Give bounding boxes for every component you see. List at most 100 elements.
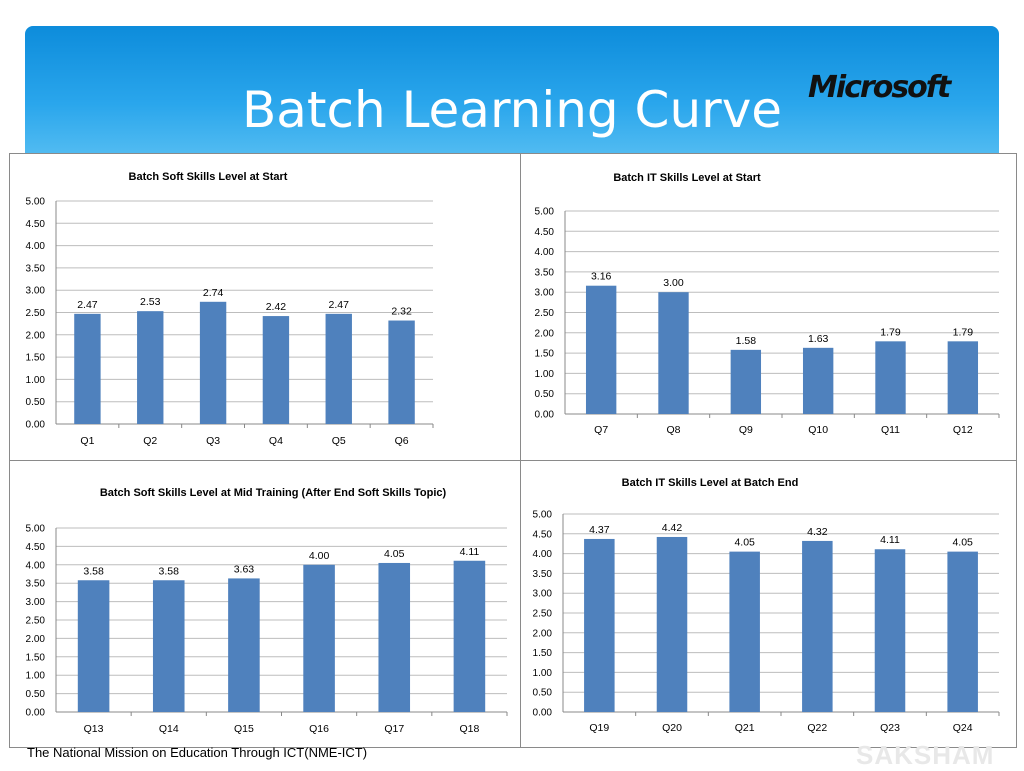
bar — [730, 349, 762, 414]
y-tick-label: 2.00 — [533, 628, 553, 639]
page-title: Batch Learning Curve — [241, 81, 783, 139]
y-tick-label: 1.50 — [533, 648, 553, 659]
bar — [303, 564, 335, 712]
y-tick-label: 0.50 — [26, 397, 46, 408]
chart-it-skills-end: Batch IT Skills Level at Batch End 0.00 0.… — [533, 477, 1000, 734]
y-tick-label: 3.00 — [26, 286, 46, 297]
footer-text: The National Mission on Education Throug… — [27, 745, 368, 760]
bar — [656, 536, 688, 712]
x-tick-label: Q21 — [735, 722, 755, 734]
data-label: 4.05 — [734, 537, 755, 549]
y-tick-label: 0.50 — [26, 689, 46, 700]
data-label: 2.74 — [203, 287, 224, 299]
y-tick-label: 4.00 — [26, 560, 46, 571]
data-label: 4.11 — [880, 534, 900, 546]
chart-panel-4: Batch IT Skills Level at Batch End 0.00 0.… — [520, 460, 1017, 748]
data-label: 3.00 — [663, 277, 684, 289]
data-label: 4.11 — [460, 546, 480, 558]
data-label: 4.37 — [589, 524, 610, 536]
bar — [802, 347, 834, 414]
x-tick-label: Q20 — [662, 722, 682, 734]
x-tick-label: Q24 — [953, 722, 973, 734]
y-tick-label: 4.00 — [26, 241, 46, 252]
x-tick-label: Q16 — [309, 723, 329, 735]
y-tick-label: 2.00 — [535, 328, 555, 339]
saksham-watermark: SAKSHAM — [856, 740, 995, 770]
chart-panel-3: Batch Soft Skills Level at Mid Training … — [9, 460, 522, 748]
x-tick-label: Q17 — [384, 723, 404, 735]
y-tick-label: 1.50 — [26, 353, 46, 364]
header-banner — [25, 26, 999, 168]
data-label: 4.00 — [309, 550, 330, 562]
y-tick-label: 3.50 — [26, 263, 46, 274]
x-tick-label: Q11 — [881, 424, 900, 436]
data-label: 1.58 — [736, 335, 757, 347]
bar — [729, 551, 760, 712]
chart-panel-2: Batch IT Skills Level at Start 0.00 0.50 1.… — [520, 153, 1017, 461]
y-tick-label: 1.00 — [26, 375, 46, 386]
bar — [802, 540, 833, 712]
y-tick-label: 1.50 — [535, 349, 555, 360]
data-label: 2.32 — [391, 306, 412, 318]
y-tick-label: 5.00 — [26, 197, 46, 208]
y-tick-label: 0.00 — [26, 420, 46, 431]
bar — [228, 578, 260, 712]
y-tick-label: 5.00 — [26, 524, 46, 535]
bar — [152, 580, 185, 712]
y-tick-label: 3.00 — [533, 589, 553, 600]
bar — [137, 311, 164, 424]
data-label: 4.42 — [662, 522, 683, 534]
x-tick-label: Q9 — [739, 424, 753, 436]
bar — [585, 285, 617, 414]
x-tick-label: Q12 — [953, 424, 973, 436]
x-tick-label: Q7 — [594, 424, 608, 436]
x-tick-label: Q3 — [206, 435, 220, 447]
data-label: 3.58 — [159, 565, 180, 577]
y-tick-label: 3.50 — [535, 267, 555, 278]
y-tick-label: 4.50 — [26, 542, 46, 553]
y-tick-label: 0.50 — [533, 688, 553, 699]
bar — [875, 341, 906, 414]
bar — [584, 538, 615, 712]
y-tick-label: 2.50 — [533, 609, 553, 620]
y-tick-label: 1.00 — [533, 668, 553, 679]
x-tick-label: Q5 — [332, 435, 346, 447]
data-label: 3.58 — [83, 565, 104, 577]
x-tick-label: Q13 — [84, 723, 104, 735]
data-label: 2.42 — [266, 301, 287, 313]
x-tick-label: Q23 — [880, 722, 900, 734]
y-tick-label: 4.00 — [533, 549, 553, 560]
y-tick-label: 3.00 — [535, 288, 555, 299]
bar — [262, 316, 290, 424]
data-label: 2.53 — [140, 296, 161, 308]
data-label: 4.05 — [384, 548, 405, 560]
y-tick-label: 5.00 — [535, 207, 555, 218]
data-label: 4.05 — [952, 537, 973, 549]
bar — [378, 562, 411, 712]
y-tick-label: 3.50 — [26, 579, 46, 590]
y-tick-label: 1.50 — [26, 652, 46, 663]
y-tick-label: 3.00 — [26, 597, 46, 608]
x-tick-label: Q10 — [808, 424, 828, 436]
y-tick-label: 2.50 — [26, 308, 46, 319]
bar — [74, 313, 101, 424]
x-tick-label: Q22 — [807, 722, 827, 734]
x-tick-label: Q19 — [589, 722, 609, 734]
y-tick-label: 1.00 — [26, 671, 46, 682]
data-label: 1.79 — [880, 326, 901, 338]
bar — [453, 560, 486, 712]
y-tick-label: 0.00 — [26, 708, 46, 719]
x-tick-label: Q15 — [234, 723, 254, 735]
chart-soft-skills-start: Batch Soft Skills Level at Start 0.00 0.50… — [26, 171, 434, 447]
x-tick-label: Q6 — [395, 435, 409, 447]
bar — [77, 580, 110, 712]
data-label: 1.79 — [953, 326, 974, 338]
data-label: 2.47 — [77, 299, 98, 311]
chart-title: Batch IT Skills Level at Start — [613, 172, 761, 184]
data-label: 1.63 — [808, 333, 829, 345]
y-tick-label: 2.50 — [535, 308, 555, 319]
data-label: 2.47 — [329, 299, 350, 311]
x-tick-label: Q14 — [159, 723, 179, 735]
data-label: 3.63 — [234, 563, 255, 575]
chart-soft-skills-mid: Batch Soft Skills Level at Mid Training … — [26, 487, 508, 735]
